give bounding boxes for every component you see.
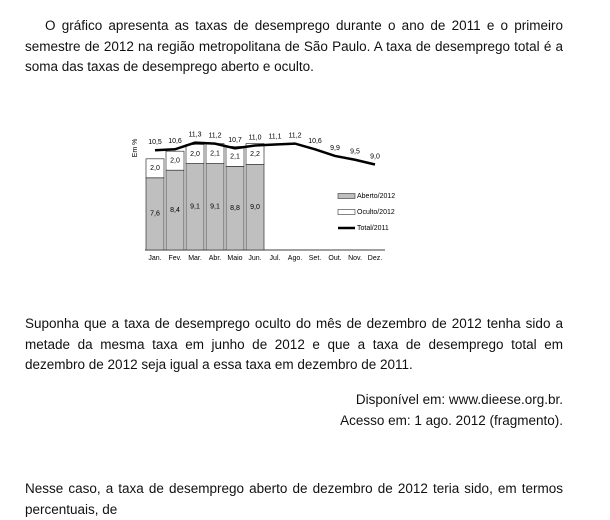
legend-swatch (337, 193, 356, 199)
line-label: 10,5 (148, 139, 162, 146)
line-label: 11,0 (248, 134, 261, 141)
line-label: 9,9 (330, 145, 340, 152)
bar-label: 8,8 (230, 205, 240, 212)
x-tick-label: Jul. (270, 255, 281, 262)
legend-swatch (337, 209, 356, 215)
source: Disponível em: www.dieese.org.br. (355, 392, 563, 407)
bar-label: 7,6 (150, 211, 160, 218)
x-tick-label: Maio (227, 255, 242, 262)
x-tick-label: Set. (309, 255, 322, 262)
legend-label: Aberto/2012 (357, 193, 395, 200)
bar-label: 2,0 (190, 151, 200, 158)
bar-label: 9,1 (210, 204, 220, 211)
bar-label: 2,0 (170, 158, 180, 165)
chart: Em % Jan. Fev. Mar. Abr. Maio Jun. Jul. Ago. Set.… (132, 131, 395, 262)
line-label: 11,2 (288, 132, 301, 139)
bar (225, 146, 245, 167)
bar-label: 8,4 (170, 207, 180, 214)
x-tick-label: Jan. (148, 255, 161, 262)
x-tick-label: Fev. (168, 255, 181, 262)
x-tick-label: Mar. (188, 255, 202, 262)
bar (145, 158, 165, 179)
line-label: 9,0 (370, 153, 380, 160)
bar (245, 143, 265, 165)
question: Nesse caso, a taxa de desemprego aberto … (25, 481, 563, 517)
bar-label: 9,0 (250, 204, 260, 211)
paragraph: Suponha que a taxa de desemprego oculto … (25, 316, 563, 372)
paragraph: O gráfico apresenta as taxas de desempre… (25, 18, 563, 74)
x-tick-label: Dez. (368, 255, 382, 262)
bar-label: 2,2 (250, 151, 260, 158)
legend-label: Oculto/2012 (357, 209, 395, 216)
bar (165, 150, 185, 171)
x-tick-label: Nov. (348, 255, 362, 262)
x-tick-label: Out. (328, 255, 341, 262)
line-label: 11,1 (268, 133, 281, 140)
line-label: 9,5 (350, 149, 360, 156)
x-tick-label: Jun. (248, 255, 261, 262)
bar-label: 2,0 (150, 165, 160, 172)
bar-label: 2,1 (230, 153, 240, 160)
line-label: 10,6 (308, 138, 322, 145)
line-label: 10,6 (168, 138, 182, 145)
line (154, 141, 376, 166)
y-label: Em % (132, 139, 139, 158)
x-tick-label: Ago. (288, 255, 302, 262)
bar-label: 9,1 (190, 204, 200, 211)
line-label: 11,2 (208, 132, 221, 139)
bar (185, 144, 205, 164)
legend-label: Total/2011 (357, 225, 389, 232)
line-label: 10,7 (228, 137, 242, 144)
line-label: 11,3 (188, 131, 201, 138)
source: Acesso em: 1 ago. 2012 (fragmento). (340, 413, 563, 428)
bar-label: 2,1 (210, 150, 220, 157)
x-tick-label: Abr. (209, 255, 222, 262)
